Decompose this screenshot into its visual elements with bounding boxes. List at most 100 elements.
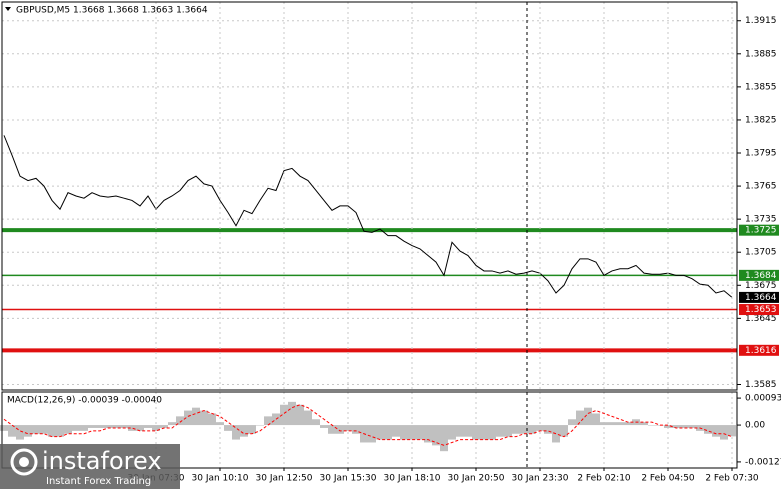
macd-bar [16, 425, 24, 440]
y-tick-label: 1.3765 [745, 182, 777, 192]
macd-bar [496, 425, 504, 437]
macd-bar [152, 425, 160, 431]
watermark-logo [10, 448, 38, 476]
macd-bar [384, 425, 392, 440]
current-price-box [739, 291, 779, 303]
y-tick-label: 1.3585 [745, 380, 777, 390]
macd-bar [600, 422, 608, 426]
current-price-label: 1.3664 [745, 293, 777, 303]
macd-bar [336, 425, 344, 434]
macd-bar [96, 425, 104, 428]
macd-bar [720, 425, 728, 440]
level-label: 1.3725 [745, 226, 777, 236]
macd-bar [224, 425, 232, 431]
macd-bar [424, 425, 432, 443]
y-tick-label: 1.3645 [745, 314, 777, 324]
macd-bar [248, 425, 256, 434]
macd-bar [440, 425, 448, 452]
y-tick-label: 1.3795 [745, 149, 777, 159]
y-tick-label: 1.3675 [745, 281, 777, 291]
macd-bar [728, 425, 736, 437]
macd-bar [504, 425, 512, 437]
macd-bar [536, 425, 544, 431]
price-line [3, 135, 733, 298]
macd-bar [584, 407, 592, 426]
macd-bar [520, 425, 528, 434]
macd-bar [72, 425, 80, 431]
x-tick-label: 2 Feb 02:10 [577, 474, 631, 484]
y-tick-label: 1.3735 [745, 215, 777, 225]
macd-bar [672, 425, 680, 428]
level-label-box [739, 304, 779, 316]
price-title: GBPUSD,M5 1.3668 1.3668 1.3663 1.3664 [16, 6, 208, 16]
macd-bar [576, 410, 584, 426]
macd-bar [368, 425, 376, 443]
x-tick-label: 30 Jan 12:50 [256, 474, 313, 484]
macd-bar [184, 410, 192, 426]
macd-bar [32, 425, 40, 434]
macd-bar [648, 425, 656, 426]
macd-bar [192, 407, 200, 426]
macd-bar [568, 419, 576, 426]
y-tick-label: 0.00 [745, 421, 765, 431]
macd-bar [448, 425, 456, 440]
x-tick-label: 30 Jan 18:10 [384, 474, 441, 484]
macd-bar [56, 425, 64, 437]
macd-bar [376, 425, 384, 440]
macd-bar [216, 422, 224, 426]
macd-bar [488, 425, 496, 440]
macd-bar [136, 425, 144, 431]
macd-bar [592, 413, 600, 426]
macd-pane-frame [1, 391, 738, 469]
y-tick-label: 1.3885 [745, 49, 777, 59]
menu-arrow [5, 7, 11, 11]
level-label-box [739, 269, 779, 281]
macd-bar [104, 425, 112, 428]
watermark: instaforex Instant Forex Trading [0, 444, 180, 489]
macd-bar [48, 425, 56, 437]
level-label-box [739, 224, 779, 236]
watermark-logo-core [19, 457, 29, 467]
x-tick-label: 30 Jan 10:10 [192, 474, 249, 484]
y-tick-label: 1.3915 [745, 16, 777, 26]
level-label: 1.3653 [745, 305, 777, 315]
macd-bar [200, 410, 208, 426]
macd-bar [400, 425, 408, 440]
level-label: 1.3616 [745, 346, 777, 356]
macd-bar [352, 425, 360, 434]
level-label: 1.3684 [745, 271, 777, 281]
macd-bar [80, 425, 88, 431]
macd-bar [392, 425, 400, 437]
macd-bar [160, 425, 168, 428]
macd-bar [408, 425, 416, 440]
macd-bar [280, 404, 288, 426]
macd-bar [624, 422, 632, 426]
y-tick-label: 1.3855 [745, 82, 777, 92]
y-tick-label: 0.00093 [745, 394, 781, 404]
macd-bar [304, 410, 312, 426]
macd-bar [432, 425, 440, 446]
macd-bar [328, 425, 336, 434]
macd-bar [472, 425, 480, 440]
macd-title: MACD(12,26,9) -0.00039 -0.00040 [7, 396, 162, 406]
price-pane-frame [1, 1, 738, 391]
macd-bar [640, 422, 648, 426]
macd-bar [616, 422, 624, 426]
macd-bar [88, 425, 96, 428]
macd-bar [528, 425, 536, 434]
watermark-brand: instaforex [42, 447, 162, 475]
y-tick-label: -0.00127 [745, 457, 781, 467]
macd-bar [288, 401, 296, 426]
macd-bar [208, 413, 216, 426]
macd-bar [256, 425, 264, 426]
watermark-tagline: Instant Forex Trading [46, 476, 151, 487]
macd-bar [176, 416, 184, 426]
x-tick-label: 30 Jan 15:30 [320, 474, 377, 484]
macd-bar [416, 425, 424, 440]
y-tick-label: 1.3825 [745, 115, 777, 125]
macd-bar [40, 425, 48, 434]
x-tick-label: 30 Jan 20:50 [448, 474, 505, 484]
x-tick-label: 2 Feb 04:50 [641, 474, 695, 484]
